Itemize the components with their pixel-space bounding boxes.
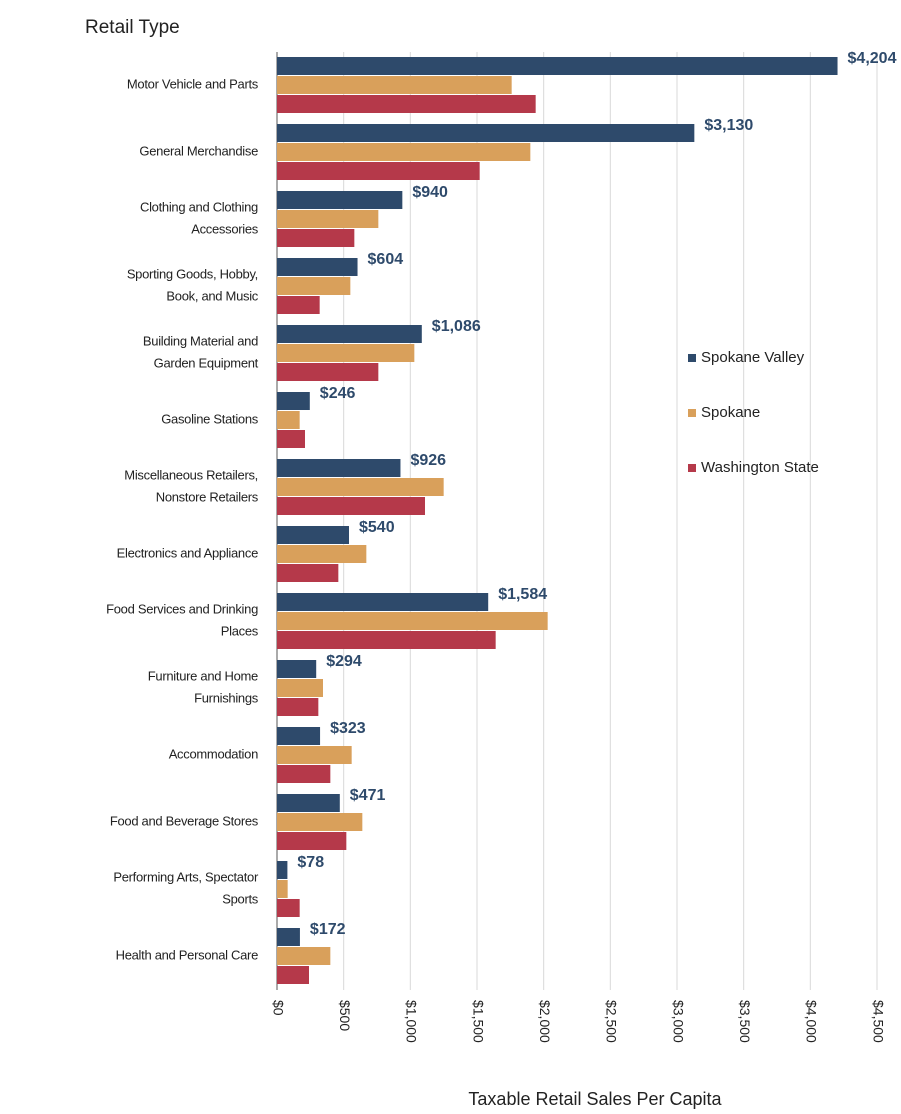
bar <box>277 727 321 745</box>
bar <box>277 545 367 563</box>
bar <box>277 296 320 314</box>
bar <box>277 966 309 984</box>
legend-swatch <box>688 354 696 362</box>
y-tick-label: Clothing and Clothing Accessories <box>140 200 259 237</box>
bar <box>277 928 300 946</box>
bar <box>277 459 401 477</box>
bar <box>277 832 347 850</box>
x-tick-label: $2,000 <box>537 1000 553 1043</box>
bar <box>277 411 300 429</box>
value-label: $471 <box>350 787 386 804</box>
bar <box>277 679 323 697</box>
bar <box>277 698 319 716</box>
bar <box>277 344 415 362</box>
bar <box>277 794 340 812</box>
value-label: $540 <box>359 519 395 536</box>
bar <box>277 57 838 75</box>
value-label: $294 <box>326 653 362 670</box>
bar <box>277 277 351 295</box>
bar <box>277 593 489 611</box>
bar <box>277 660 317 678</box>
bar <box>277 478 444 496</box>
x-tick-label: $1,500 <box>470 1000 486 1043</box>
x-tick-label: $3,500 <box>737 1000 753 1043</box>
y-tick-label: Miscellaneous Retailers, Nonstore Retaile… <box>124 468 258 505</box>
y-tick-label: Health and Personal Care <box>116 948 258 963</box>
legend-label: Washington State <box>701 459 819 476</box>
bar <box>277 143 531 161</box>
bar <box>277 861 288 879</box>
x-axis-label: Taxable Retail Sales Per Capita <box>468 1089 722 1109</box>
legend-label: Spokane <box>701 404 760 421</box>
bar <box>277 162 480 180</box>
bar <box>277 191 403 209</box>
x-tick-label: $500 <box>337 1000 353 1031</box>
bar <box>277 363 379 381</box>
bar <box>277 76 512 94</box>
y-tick-label: Food and Beverage Stores <box>110 814 259 829</box>
y-tick-label: Sporting Goods, Hobby, Book, and Music <box>127 267 259 304</box>
bar <box>277 210 379 228</box>
bar <box>277 325 422 343</box>
bar <box>277 229 355 247</box>
bar <box>277 430 305 448</box>
bar <box>277 124 695 142</box>
value-label: $1,584 <box>498 586 547 603</box>
value-label: $4,204 <box>848 50 897 67</box>
bar <box>277 746 352 764</box>
y-tick-label: General Merchandise <box>139 144 258 159</box>
value-label: $78 <box>297 854 324 871</box>
value-label: $246 <box>320 385 356 402</box>
bar <box>277 813 363 831</box>
y-tick-label: Building Material and Garden Equipment <box>143 334 259 371</box>
bar <box>277 765 331 783</box>
value-label: $3,130 <box>704 117 753 134</box>
bar <box>277 392 310 410</box>
value-label: $940 <box>412 184 448 201</box>
legend-label: Spokane Valley <box>701 349 805 366</box>
bar <box>277 497 425 515</box>
bar <box>277 899 300 917</box>
chart-title: Retail Type <box>85 17 180 38</box>
y-tick-label: Accommodation <box>169 747 258 762</box>
y-tick-label: Performing Arts, Spectator Sports <box>113 870 259 907</box>
bar <box>277 947 331 965</box>
bar <box>277 612 548 630</box>
bar <box>277 880 288 898</box>
bar <box>277 631 496 649</box>
value-label: $926 <box>410 452 446 469</box>
x-tick-label: $4,000 <box>804 1000 820 1043</box>
x-tick-label: $2,500 <box>604 1000 620 1043</box>
value-label: $172 <box>310 921 346 938</box>
bar <box>277 95 536 113</box>
bar <box>277 526 349 544</box>
x-tick-label: $0 <box>270 1000 286 1016</box>
bar <box>277 564 339 582</box>
bar <box>277 258 358 276</box>
legend-swatch <box>688 464 696 472</box>
x-tick-label: $3,000 <box>670 1000 686 1043</box>
value-label: $323 <box>330 720 366 737</box>
y-tick-label: Motor Vehicle and Parts <box>127 77 259 92</box>
x-tick-label: $1,000 <box>404 1000 420 1043</box>
legend-swatch <box>688 409 696 417</box>
value-label: $604 <box>368 251 404 268</box>
y-tick-label: Furniture and Home Furnishings <box>148 669 259 706</box>
x-tick-label: $4,500 <box>870 1000 886 1043</box>
y-tick-label: Food Services and Drinking Places <box>106 602 259 639</box>
y-tick-label: Electronics and Appliance <box>117 546 258 561</box>
y-tick-label: Gasoline Stations <box>161 412 259 427</box>
value-label: $1,086 <box>432 318 481 335</box>
